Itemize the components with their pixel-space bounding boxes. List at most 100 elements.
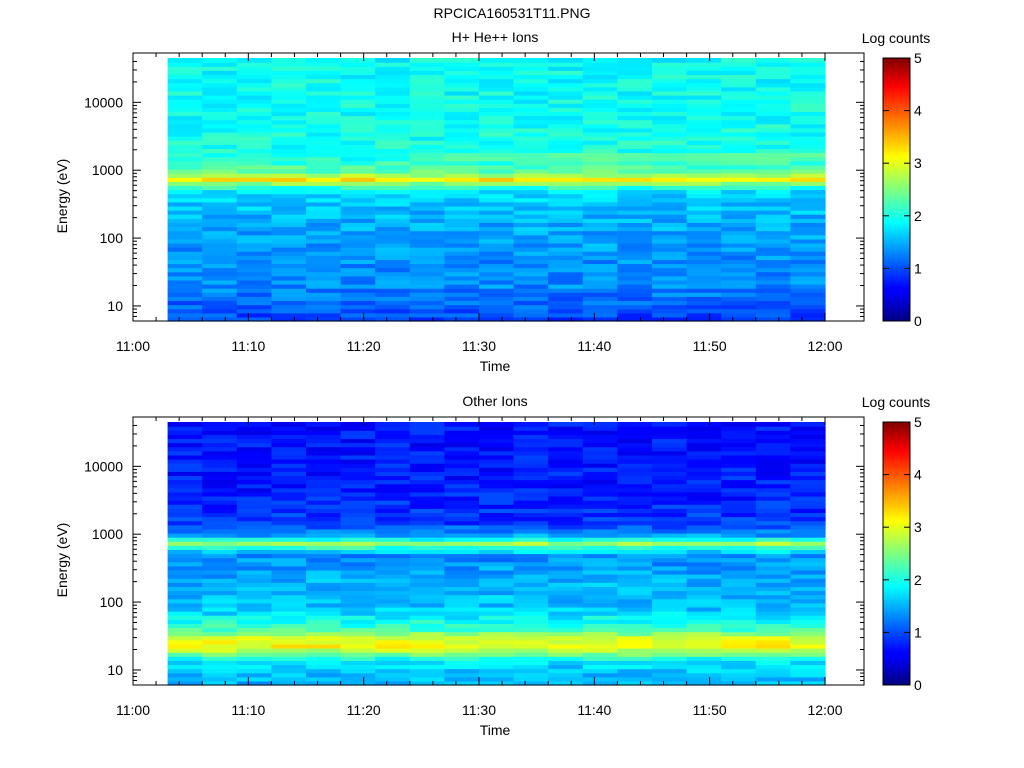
heatmap-cell	[755, 668, 791, 674]
heatmap-cell	[271, 648, 307, 653]
heatmap-cell	[686, 131, 722, 137]
heatmap-cell	[479, 251, 515, 256]
heatmap-cell	[306, 189, 342, 195]
heatmap-cell	[202, 458, 238, 464]
heatmap-cell	[617, 512, 653, 518]
heatmap-cell	[236, 62, 272, 67]
heatmap-cell	[409, 275, 445, 281]
heatmap-cell	[202, 90, 238, 96]
heatmap-cell	[721, 107, 757, 113]
heatmap-cell	[202, 635, 238, 641]
heatmap-cell	[479, 541, 515, 546]
heatmap-cell	[582, 479, 618, 485]
heatmap-cell	[271, 454, 307, 460]
heatmap-cell	[686, 247, 722, 252]
heatmap-cell	[340, 652, 376, 657]
heatmap-cell	[513, 660, 549, 666]
heatmap-cell	[167, 214, 203, 219]
heatmap-cell	[306, 131, 342, 137]
heatmap-cell	[652, 152, 688, 158]
heatmap-cell	[340, 185, 376, 191]
heatmap-cell	[686, 136, 722, 141]
heatmap-cell	[548, 164, 584, 170]
heatmap-cell	[582, 156, 618, 162]
heatmap-cell	[479, 553, 515, 559]
heatmap-cell	[617, 86, 653, 92]
heatmap-cell	[202, 173, 238, 178]
heatmap-cell	[686, 279, 722, 285]
heatmap-cell	[375, 288, 411, 293]
heatmap-cell	[686, 422, 722, 427]
heatmap-cell	[721, 495, 757, 501]
heatmap-cell	[202, 136, 238, 141]
heatmap-cell	[202, 86, 238, 92]
heatmap-cell	[721, 500, 757, 505]
heatmap-cell	[479, 78, 515, 84]
heatmap-cell	[617, 574, 653, 579]
heatmap-cell	[582, 82, 618, 88]
heatmap-cell	[548, 680, 584, 686]
heatmap-cell	[202, 70, 238, 76]
heatmap-cell	[167, 483, 203, 489]
heatmap-cell	[271, 487, 307, 493]
heatmap-cell	[167, 74, 203, 80]
heatmap-cell	[375, 214, 411, 219]
heatmap-cell	[548, 316, 584, 322]
heatmap-cells	[167, 58, 826, 322]
heatmap-cell	[202, 643, 238, 649]
heatmap-cell	[271, 557, 307, 563]
heatmap-cell	[409, 288, 445, 293]
heatmap-cell	[167, 168, 203, 174]
heatmap-cell	[652, 463, 688, 468]
heatmap-cell	[721, 434, 757, 440]
heatmap-cell	[340, 508, 376, 514]
heatmap-cell	[513, 271, 549, 277]
heatmap-cell	[617, 185, 653, 191]
heatmap-cell	[202, 475, 238, 481]
heatmap-cell	[306, 74, 342, 80]
heatmap-cell	[271, 197, 307, 203]
heatmap-cell	[479, 74, 515, 80]
heatmap-cell	[548, 267, 584, 273]
heatmap-cell	[513, 210, 549, 215]
heatmap-cell	[306, 152, 342, 158]
heatmap-cell	[271, 623, 307, 629]
heatmap-cell	[236, 70, 272, 76]
heatmap-cell	[167, 62, 203, 67]
heatmap-cell	[755, 660, 791, 666]
heatmap-cell	[617, 218, 653, 223]
heatmap-cell	[582, 586, 618, 592]
heatmap-cell	[306, 66, 342, 71]
heatmap-cell	[790, 590, 826, 596]
heatmap-cell	[375, 156, 411, 162]
heatmap-cell	[513, 541, 549, 546]
heatmap-cell	[790, 631, 826, 637]
heatmap-cell	[721, 463, 757, 468]
heatmap-cell	[548, 177, 584, 182]
heatmap-cell	[479, 631, 515, 637]
heatmap-cell	[479, 606, 515, 612]
heatmap-cell	[652, 296, 688, 302]
heatmap-cell	[513, 491, 549, 497]
heatmap-cell	[617, 594, 653, 600]
heatmap-cell	[375, 152, 411, 158]
heatmap-cell	[271, 296, 307, 302]
heatmap-cell	[236, 463, 272, 468]
heatmap-cell	[582, 549, 618, 555]
heatmap-cell	[513, 672, 549, 678]
heatmap-cell	[409, 479, 445, 485]
heatmap-cell	[444, 668, 480, 674]
heatmap-cell	[167, 635, 203, 641]
heatmap-cell	[721, 553, 757, 559]
heatmap-cell	[790, 594, 826, 600]
heatmap-cell	[548, 668, 584, 674]
heatmap-cell	[340, 676, 376, 682]
heatmap-cell	[721, 578, 757, 583]
heatmap-cell	[617, 553, 653, 559]
heatmap-cell	[202, 672, 238, 678]
heatmap-cell	[271, 156, 307, 162]
heatmap-cell	[721, 255, 757, 260]
heatmap-cell	[306, 553, 342, 559]
heatmap-cell	[340, 119, 376, 125]
heatmap-cell	[340, 491, 376, 497]
